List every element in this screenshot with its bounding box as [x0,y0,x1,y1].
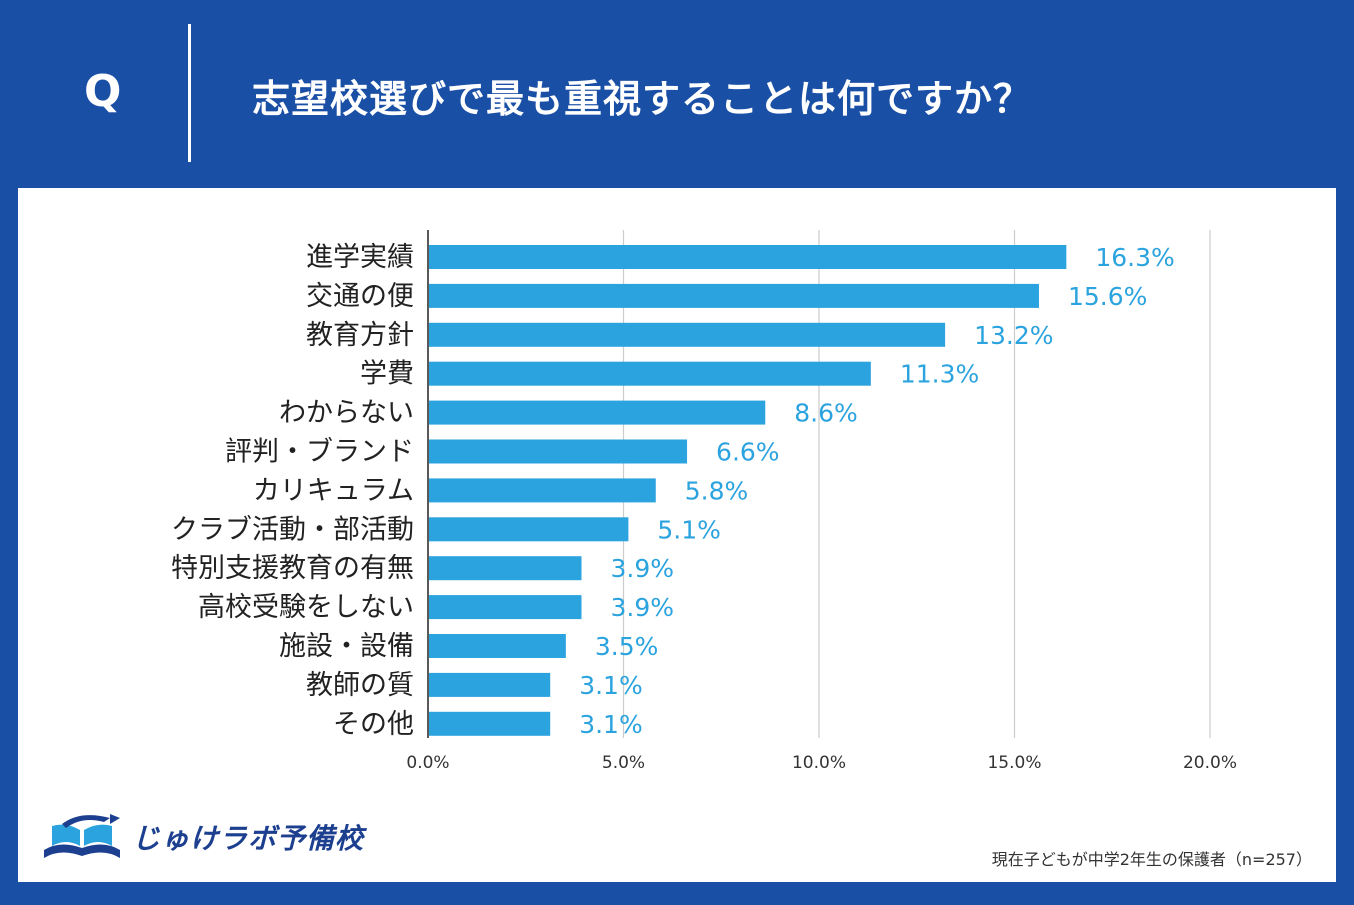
category-label: カリキュラム [253,475,414,506]
question-title: 志望校選びで最も重視することは何ですか？ [252,77,1033,121]
open-book-icon [44,814,120,858]
bar [429,595,582,620]
value-label: 11.3% [900,360,979,389]
bar [429,478,656,503]
sample-footnote: 現在子どもが中学2年生の保護者（n=257） [991,850,1312,869]
bar [429,634,566,658]
category-label: 評判・ブランド [225,437,414,468]
question-q-letter: Q [84,66,122,117]
value-label: 3.5% [595,632,659,661]
bar [429,711,551,736]
bar [429,361,871,386]
logo: じゅけラボ予備校 [40,812,364,862]
value-label: 16.3% [1095,243,1174,272]
label-layer: 進学実績 16.3% 交通の便 15.6% 教育方針 13.2% 学費 11.3% わからない 8… [171,242,1175,740]
bar-chart: 進学実績 16.3% 交通の便 15.6% 教育方針 13.2% 学費 11.3% わからない 8… [171,230,1237,773]
value-label: 5.1% [657,515,721,544]
value-label: 5.8% [685,476,749,505]
x-tick-label: 10.0% [792,753,846,773]
x-tick-label: 15.0% [987,753,1041,773]
bar [429,400,766,425]
category-label: 進学実績 [306,242,414,273]
bar-layer [429,245,1067,736]
bar [429,517,629,542]
category-label: 教師の質 [306,670,414,701]
value-label: 15.6% [1068,282,1147,311]
category-label: 学費 [360,359,414,390]
bar [429,245,1067,269]
value-label: 3.1% [579,671,643,700]
value-label: 3.9% [610,593,674,622]
bar [429,672,551,697]
bar [429,283,1039,308]
value-label: 3.1% [579,710,643,739]
value-label: 8.6% [794,399,858,428]
value-label: 6.6% [716,438,780,467]
bar [429,439,688,464]
bar [429,322,946,347]
grid-layer [427,230,1211,738]
x-tick-label: 5.0% [602,753,645,773]
category-label: 交通の便 [306,281,414,312]
logo-text: じゅけラボ予備校 [132,822,365,855]
x-tick-label: 0.0% [406,753,449,773]
category-label: わからない [279,398,414,429]
value-label: 3.9% [610,554,674,583]
tick-layer: 0.0% 5.0% 10.0% 15.0% 20.0% [406,753,1237,773]
bar [429,556,582,581]
header-divider [188,24,191,162]
x-tick-label: 20.0% [1183,753,1237,773]
chart-card: 進学実績 16.3% 交通の便 15.6% 教育方針 13.2% 学費 11.3% わからない 8… [18,188,1336,882]
value-label: 13.2% [974,321,1053,350]
category-label: 高校受験をしない [198,592,414,623]
category-label: 施設・設備 [279,631,414,662]
category-label: 教育方針 [306,320,414,351]
category-label: 特別支援教育の有無 [171,553,414,584]
category-label: クラブ活動・部活動 [171,514,414,545]
category-label: その他 [333,709,414,740]
